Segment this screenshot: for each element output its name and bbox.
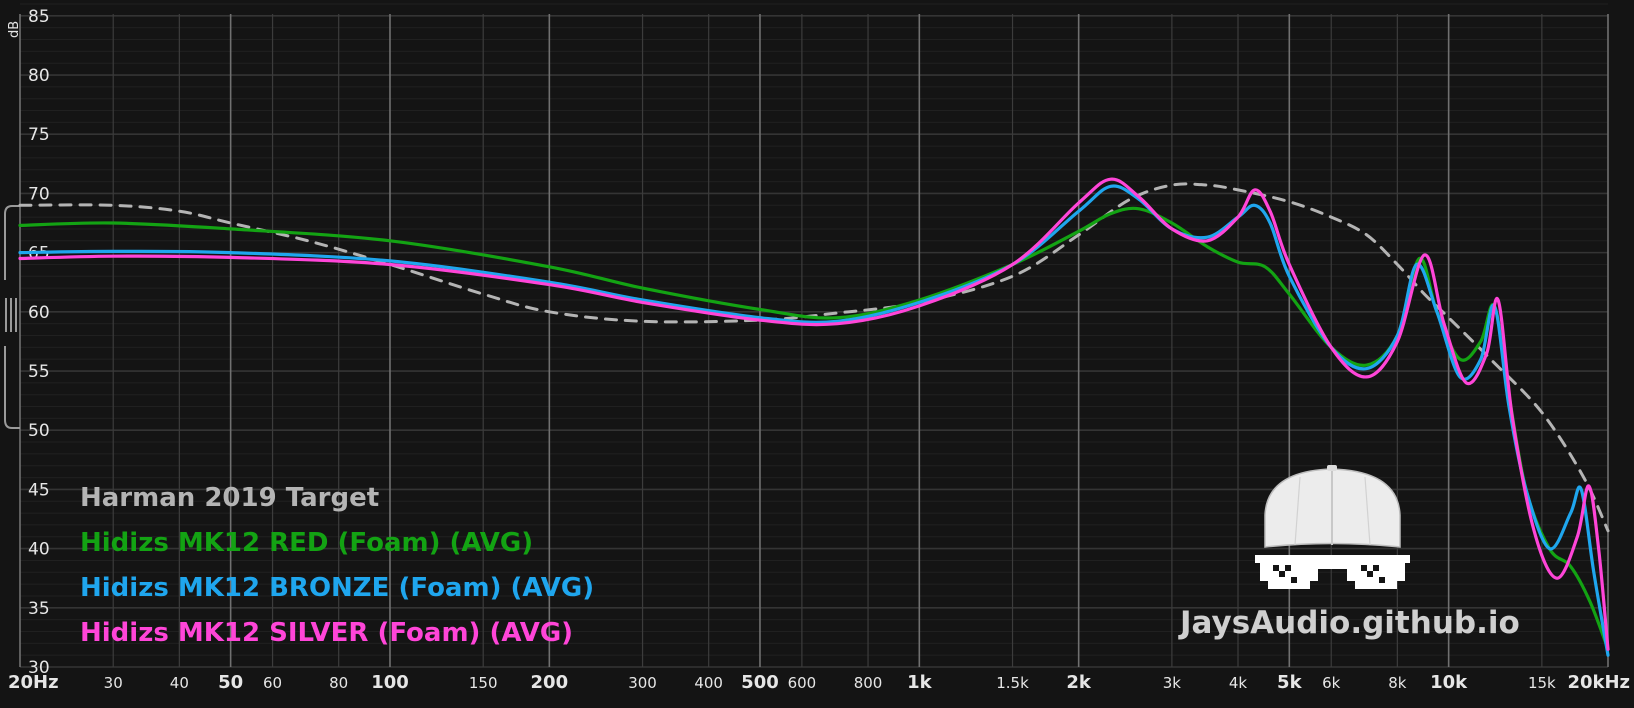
legend-item-harman-target[interactable]: Harman 2019 Target bbox=[80, 483, 380, 513]
vertical-gridlines bbox=[19, 14, 1609, 667]
x-tick-label: 1.5k bbox=[996, 674, 1029, 692]
x-tick-label: 300 bbox=[628, 674, 657, 692]
x-tick-label: 200 bbox=[531, 672, 569, 693]
legend: Harman 2019 Target Hidizs MK12 RED (Foam… bbox=[80, 476, 594, 656]
x-axis-tick-labels: 20Hz 30 40 50 60 80 100 150 200 300 400 500 600 800 1k… bbox=[8, 672, 1630, 693]
x-tick-label: 1k bbox=[907, 672, 933, 693]
x-tick-label: 80 bbox=[329, 674, 348, 692]
x-tick-label: 600 bbox=[788, 674, 817, 692]
y-tick-label: 60 bbox=[28, 303, 50, 323]
x-tick-label: 800 bbox=[854, 674, 883, 692]
x-tick-label: 15k bbox=[1528, 674, 1556, 692]
x-tick-label: 100 bbox=[371, 672, 409, 693]
x-tick-label: 10k bbox=[1430, 672, 1468, 693]
x-tick-label: 3k bbox=[1163, 674, 1182, 692]
x-tick-label: 20Hz bbox=[8, 672, 59, 693]
x-tick-label: 60 bbox=[263, 674, 282, 692]
x-tick-label: 40 bbox=[170, 674, 189, 692]
x-tick-label: 400 bbox=[694, 674, 723, 692]
x-tick-label: 2k bbox=[1066, 672, 1092, 693]
y-tick-label: 80 bbox=[28, 66, 50, 86]
x-tick-label: 30 bbox=[104, 674, 123, 692]
y-tick-label: 55 bbox=[28, 362, 50, 382]
y-tick-label: 75 bbox=[28, 125, 50, 145]
y-axis-label: dB bbox=[7, 21, 22, 38]
legend-item-silver[interactable]: Hidizs MK12 SILVER (Foam) (AVG) bbox=[80, 618, 574, 648]
watermark: JaysAudio.github.io bbox=[1180, 605, 1520, 641]
x-tick-label: 50 bbox=[218, 672, 243, 693]
series-line-3[interactable] bbox=[18, 177, 1610, 651]
x-tick-label: 6k bbox=[1322, 674, 1341, 692]
x-tick-label: 20kHz bbox=[1567, 672, 1630, 693]
y-tick-label: 35 bbox=[28, 599, 50, 619]
horizontal-gridlines bbox=[20, 3, 1608, 668]
y-tick-label: 85 bbox=[28, 7, 50, 27]
scale-handle[interactable] bbox=[3, 205, 20, 429]
y-tick-label: 45 bbox=[28, 480, 50, 500]
x-tick-label: 5k bbox=[1277, 672, 1303, 693]
legend-item-bronze[interactable]: Hidizs MK12 BRONZE (Foam) (AVG) bbox=[80, 573, 595, 603]
y-tick-label: 70 bbox=[28, 184, 50, 204]
y-tick-label: 40 bbox=[28, 540, 50, 560]
series-line-0[interactable] bbox=[18, 182, 1610, 533]
y-tick-label: 50 bbox=[28, 421, 50, 441]
x-tick-label: 500 bbox=[741, 672, 779, 693]
legend-item-red[interactable]: Hidizs MK12 RED (Foam) (AVG) bbox=[80, 528, 534, 558]
cap-and-glasses-logo bbox=[1255, 465, 1410, 609]
x-tick-label: 8k bbox=[1388, 674, 1407, 692]
x-tick-label: 4k bbox=[1229, 674, 1248, 692]
cap-and-glasses-icon bbox=[1255, 465, 1410, 589]
series-layer bbox=[18, 177, 1610, 657]
y-tick-label: 30 bbox=[28, 658, 50, 678]
x-tick-label: 150 bbox=[469, 674, 498, 692]
